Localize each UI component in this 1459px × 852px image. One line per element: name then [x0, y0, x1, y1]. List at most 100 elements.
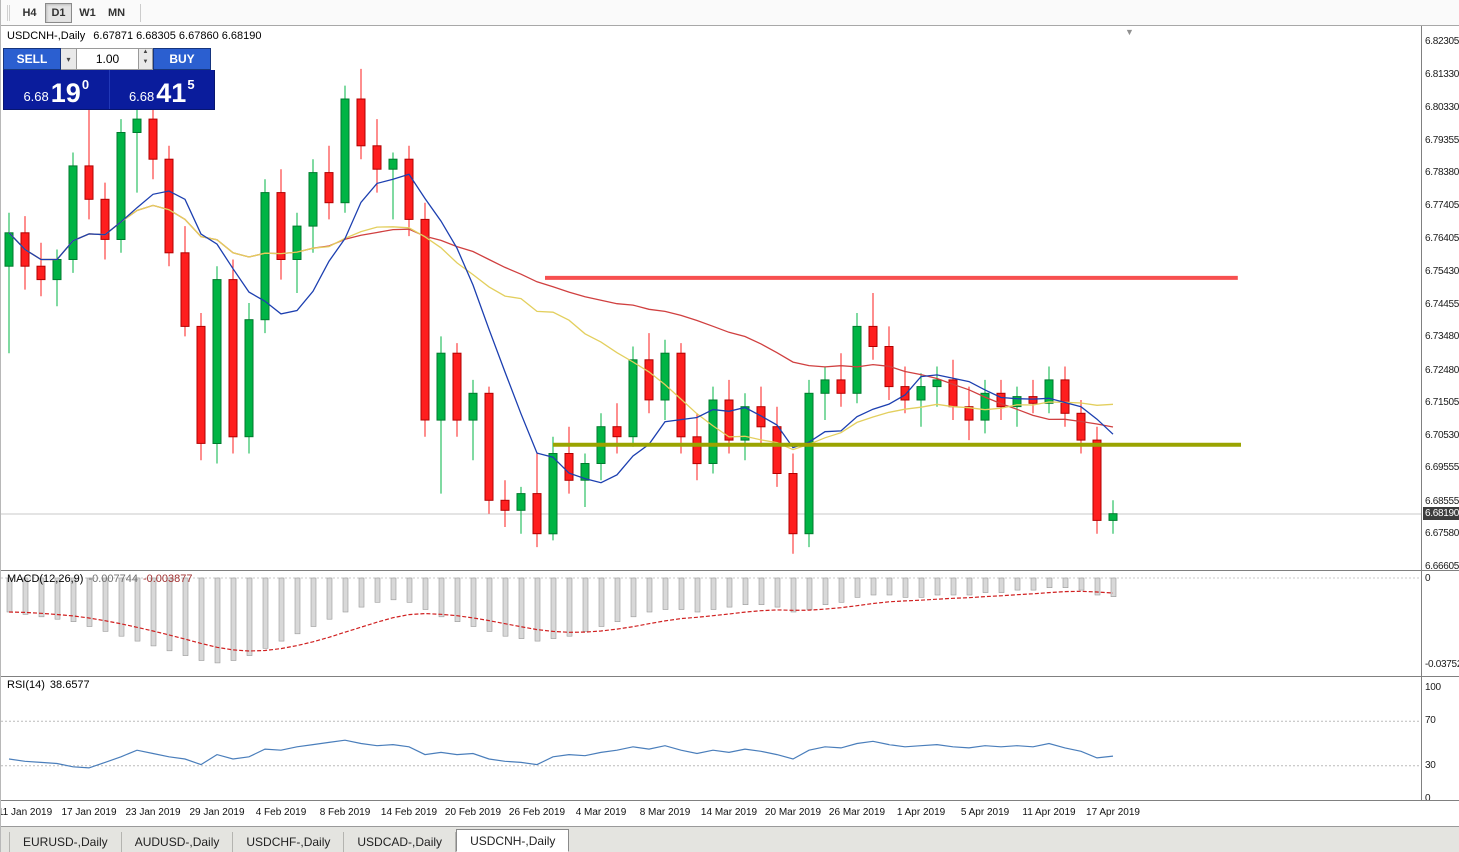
candle [1092, 439, 1102, 521]
date-tick: 5 Apr 2019 [960, 807, 1010, 818]
macd-chart[interactable] [1, 571, 1421, 676]
macd-bar [694, 577, 701, 613]
macd-bar [198, 577, 205, 661]
macd-bar [358, 577, 365, 608]
sell-button[interactable]: SELL [3, 48, 61, 70]
stepper-up-icon[interactable]: ▲ [142, 49, 149, 55]
macd-indicator-panel: MACD(12,26,9) -0.007744 -0.003877 0 -0.037… [1, 570, 1459, 676]
macd-bar [902, 577, 909, 598]
buy-price-main: 41 [156, 77, 187, 108]
date-axis[interactable]: 11 Jan 2019 17 Jan 2019 23 Jan 2019 29 Jan … [1, 800, 1459, 826]
timeframe-mn-button[interactable]: MN [107, 6, 126, 19]
chart-tab-usdcnh-daily[interactable]: USDCNH-,Daily [456, 829, 570, 852]
buy-price-prefix: 6.68 [128, 89, 155, 104]
candle [708, 399, 718, 464]
date-tick: 1 Apr 2019 [896, 807, 946, 818]
candle [1044, 379, 1054, 404]
macd-bar [230, 577, 237, 661]
macd-bar [438, 577, 445, 618]
candle [740, 406, 750, 441]
chart-tab-usdchf-daily[interactable]: USDCHF-,Daily [233, 832, 345, 852]
volume-dropdown-button[interactable]: ▾ [61, 48, 77, 70]
candle [932, 379, 942, 388]
stepper-down-icon[interactable]: ▼ [142, 59, 149, 65]
chart-tab-audusd-daily[interactable]: AUDUSD-,Daily [122, 832, 234, 852]
date-tick: 4 Mar 2019 [575, 807, 627, 818]
candle [116, 132, 126, 240]
candle [212, 279, 222, 444]
timeframe-h4-button[interactable]: H4 [22, 6, 37, 19]
macd-bar [710, 577, 717, 610]
toolbar-grip[interactable] [7, 4, 10, 21]
moving-average-8 [8, 173, 1114, 484]
macd-bar [214, 577, 221, 664]
macd-bar [422, 577, 429, 610]
macd-bar [582, 577, 589, 632]
sell-price-button[interactable]: 6.68 19 0 [4, 70, 110, 109]
macd-bar [262, 577, 269, 649]
macd-bar [790, 577, 797, 613]
candle [196, 325, 206, 444]
macd-main-value: -0.007744 [88, 573, 138, 585]
macd-signal-value: -0.003877 [142, 573, 193, 585]
sell-price-prefix: 6.68 [23, 89, 49, 104]
macd-bar [390, 577, 397, 601]
date-tick: 26 Mar 2019 [828, 807, 886, 818]
price-chart[interactable] [1, 26, 1421, 570]
candle [452, 352, 462, 421]
volume-input[interactable] [77, 49, 138, 69]
price-tick: 6.76405 [1425, 233, 1459, 244]
macd-bar [1110, 577, 1117, 598]
candle [276, 192, 286, 261]
candle [308, 172, 318, 227]
timeframe-d1-button[interactable]: D1 [45, 2, 72, 23]
macd-bar [38, 577, 45, 618]
volume-stepper[interactable]: ▲ ▼ [139, 48, 153, 70]
candle [388, 158, 398, 170]
macd-bar [454, 577, 461, 623]
chart-shift-marker-icon[interactable]: ▼ [1125, 27, 1134, 37]
candle [180, 252, 190, 327]
rsi-axis-tick: 100 [1425, 682, 1441, 693]
macd-bar [806, 577, 813, 610]
candle [564, 453, 574, 481]
rsi-chart[interactable] [1, 677, 1421, 800]
price-tick: 6.74455 [1425, 299, 1459, 310]
rsi-axis: 100 70 30 0 [1421, 677, 1459, 804]
macd-bar [838, 577, 845, 603]
buy-button[interactable]: BUY [153, 48, 211, 70]
price-tick: 6.79355 [1425, 135, 1459, 146]
macd-bar [342, 577, 349, 613]
buy-price-button[interactable]: 6.68 41 5 [110, 70, 215, 109]
candle [644, 359, 654, 401]
candle [100, 198, 110, 240]
macd-bar [598, 577, 605, 627]
date-tick: 11 Apr 2019 [1022, 807, 1076, 818]
macd-bar [822, 577, 829, 606]
macd-bar [22, 577, 29, 615]
macd-bar [182, 577, 189, 656]
candle [628, 359, 638, 438]
macd-bar [502, 577, 509, 637]
macd-axis-zero: 0 [1425, 573, 1431, 584]
price-axis[interactable]: 6.82305 6.81330 6.80330 6.79355 6.78380 6.774… [1421, 26, 1459, 572]
candle [372, 145, 382, 170]
candle [404, 158, 414, 220]
chart-tab-usdcad-daily[interactable]: USDCAD-,Daily [344, 832, 457, 852]
timeframe-w1-button[interactable]: W1 [79, 6, 96, 19]
macd-bar [870, 577, 877, 596]
candle [756, 406, 766, 428]
candle [500, 499, 510, 511]
chart-tab-eurusd-daily[interactable]: EURUSD-,Daily [9, 832, 122, 852]
candle [420, 218, 430, 421]
macd-bar [118, 577, 125, 637]
macd-bar [486, 577, 493, 632]
candle [68, 165, 78, 260]
macd-bar [70, 577, 77, 623]
macd-bar [1030, 577, 1037, 591]
candle [1012, 396, 1022, 408]
candle [292, 225, 302, 261]
candle [788, 473, 798, 535]
macd-bar [934, 577, 941, 596]
